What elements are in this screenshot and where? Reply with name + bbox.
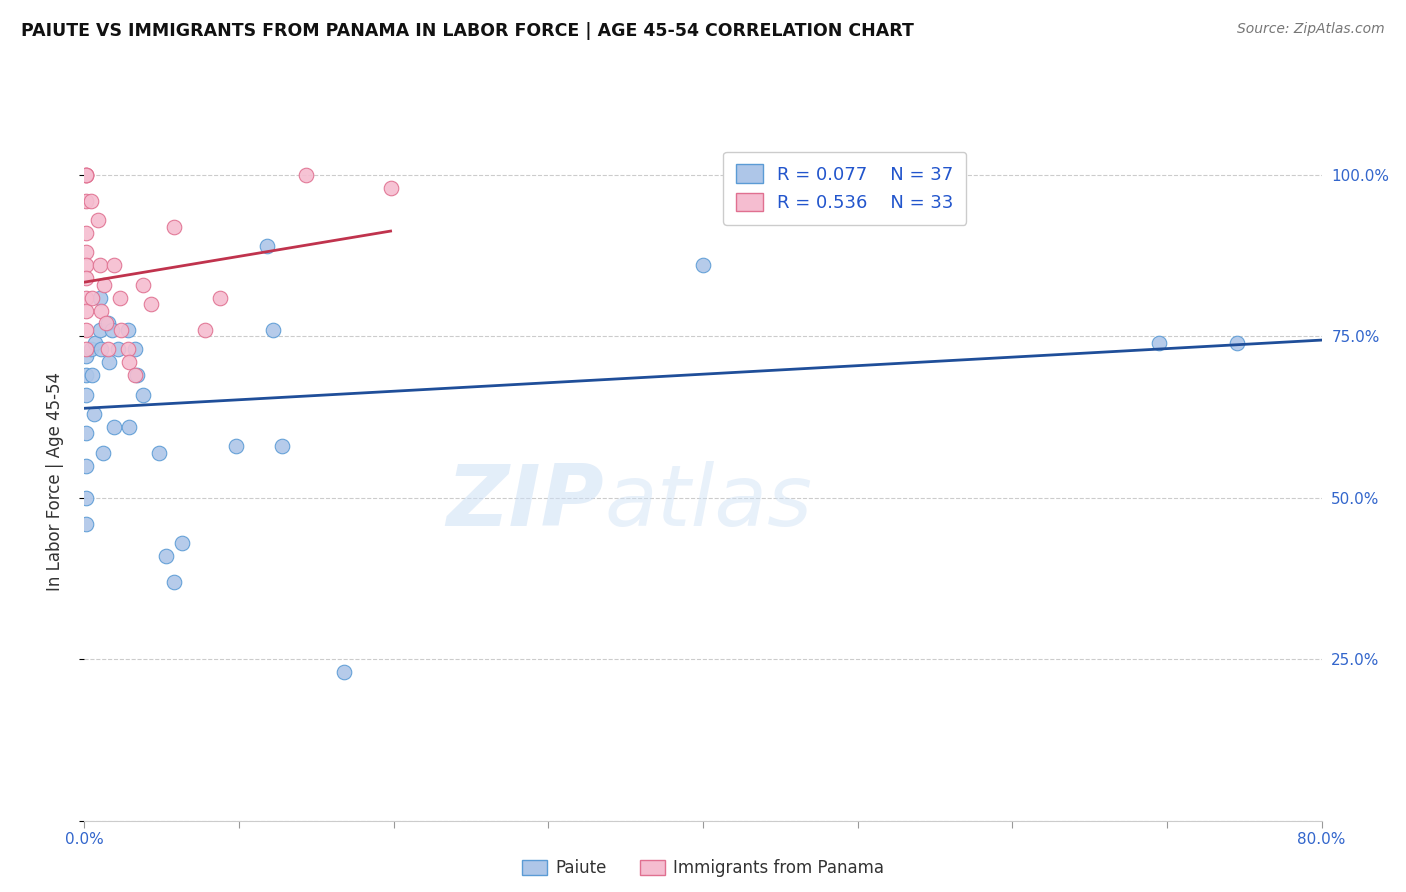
- Point: [75, 516, 97, 531]
- Point: [75, 303, 97, 318]
- Point: [333, 665, 356, 680]
- Point: [82, 368, 104, 383]
- Point: [271, 439, 294, 453]
- Point: [107, 343, 129, 357]
- Point: [84, 335, 107, 350]
- Text: Source: ZipAtlas.com: Source: ZipAtlas.com: [1237, 22, 1385, 37]
- Point: [75, 245, 97, 260]
- Legend: R = 0.077    N = 37, R = 0.536    N = 33: R = 0.077 N = 37, R = 0.536 N = 33: [723, 152, 966, 225]
- Point: [75, 491, 97, 505]
- Point: [225, 439, 247, 453]
- Point: [163, 219, 186, 234]
- Point: [139, 297, 162, 311]
- Point: [262, 323, 284, 337]
- Point: [124, 343, 146, 357]
- Point: [692, 259, 714, 273]
- Point: [209, 291, 232, 305]
- Point: [148, 445, 170, 459]
- Point: [132, 277, 155, 292]
- Point: [75, 343, 97, 357]
- Point: [79, 194, 101, 208]
- Legend: Paiute, Immigrants from Panama: Paiute, Immigrants from Panama: [515, 853, 891, 884]
- Point: [75, 168, 97, 182]
- Point: [75, 349, 97, 363]
- Point: [108, 291, 131, 305]
- Text: PAIUTE VS IMMIGRANTS FROM PANAMA IN LABOR FORCE | AGE 45-54 CORRELATION CHART: PAIUTE VS IMMIGRANTS FROM PANAMA IN LABO…: [21, 22, 914, 40]
- Point: [75, 291, 97, 305]
- Y-axis label: In Labor Force | Age 45-54: In Labor Force | Age 45-54: [45, 372, 63, 591]
- Text: atlas: atlas: [605, 460, 813, 543]
- Point: [93, 277, 115, 292]
- Point: [75, 194, 97, 208]
- Point: [75, 226, 97, 240]
- Point: [75, 458, 97, 473]
- Point: [125, 368, 148, 383]
- Point: [89, 323, 111, 337]
- Point: [155, 549, 177, 563]
- Point: [1226, 335, 1249, 350]
- Point: [75, 168, 97, 182]
- Point: [110, 323, 132, 337]
- Point: [194, 323, 217, 337]
- Point: [75, 426, 97, 441]
- Point: [94, 317, 117, 331]
- Point: [103, 419, 125, 434]
- Point: [103, 259, 125, 273]
- Point: [75, 323, 97, 337]
- Point: [75, 368, 97, 383]
- Point: [1149, 335, 1171, 350]
- Point: [118, 355, 141, 369]
- Point: [87, 213, 110, 227]
- Point: [118, 419, 141, 434]
- Point: [90, 343, 112, 357]
- Point: [124, 368, 146, 383]
- Point: [132, 387, 155, 401]
- Point: [101, 323, 124, 337]
- Point: [97, 343, 120, 357]
- Point: [75, 259, 97, 273]
- Point: [97, 317, 120, 331]
- Point: [89, 291, 111, 305]
- Point: [83, 407, 105, 421]
- Point: [256, 239, 278, 253]
- Point: [75, 271, 97, 285]
- Point: [82, 291, 104, 305]
- Point: [91, 445, 114, 459]
- Point: [75, 387, 97, 401]
- Point: [170, 536, 193, 550]
- Point: [98, 355, 121, 369]
- Text: ZIP: ZIP: [446, 460, 605, 543]
- Point: [117, 343, 139, 357]
- Point: [163, 574, 186, 589]
- Point: [75, 168, 97, 182]
- Point: [79, 343, 101, 357]
- Point: [294, 168, 316, 182]
- Point: [90, 303, 112, 318]
- Point: [380, 181, 402, 195]
- Point: [117, 323, 139, 337]
- Point: [89, 259, 111, 273]
